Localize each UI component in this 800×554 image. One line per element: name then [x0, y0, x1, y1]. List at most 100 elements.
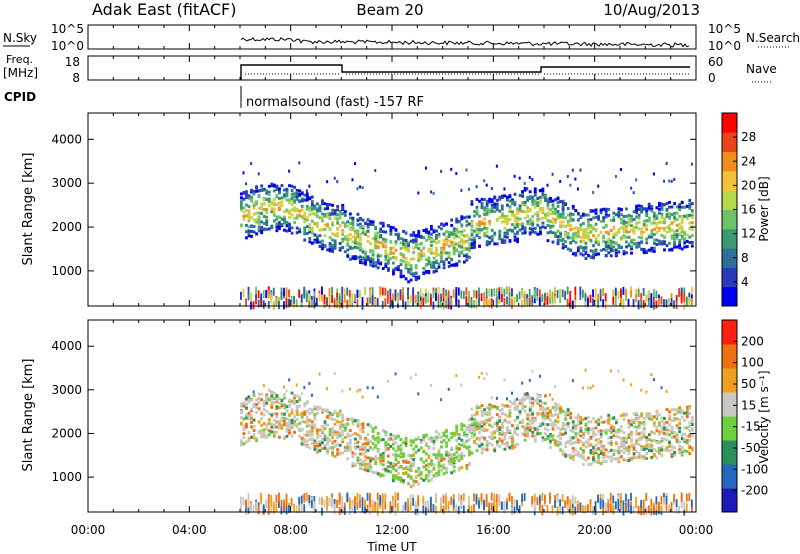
- heatmap-cell: [571, 218, 575, 222]
- heatmap-cell: [457, 468, 461, 472]
- heatmap-cell: [592, 434, 595, 438]
- heatmap-cell: [508, 400, 512, 404]
- heatmap-cell: [430, 238, 433, 242]
- heatmap-cell: [511, 434, 514, 438]
- heatmap-cell: [625, 289, 627, 298]
- heatmap-cell: [604, 293, 607, 302]
- heatmap-cell: [270, 504, 273, 513]
- heatmap-cell: [351, 235, 355, 239]
- heatmap-cell: [331, 435, 334, 439]
- heatmap-cell: [521, 227, 524, 231]
- heatmap-cell: [683, 245, 687, 249]
- heatmap-cell: [455, 429, 459, 433]
- heatmap-cell: [293, 192, 296, 196]
- heatmap-cell: [635, 204, 638, 208]
- heatmap-cell: [587, 219, 590, 223]
- heatmap-cell: [513, 427, 517, 431]
- heatmap-cell: [321, 216, 324, 220]
- heatmap-cell: [343, 225, 347, 229]
- heatmap-cell: [490, 404, 494, 408]
- heatmap-cell: [513, 203, 517, 207]
- heatmap-cell: [495, 424, 499, 428]
- heatmap-cell: [328, 446, 332, 450]
- heatmap-cell: [521, 432, 524, 436]
- heatmap-cell: [361, 225, 365, 229]
- heatmap-cell: [582, 236, 585, 240]
- heatmap-cell: [531, 195, 535, 199]
- heatmap-cell: [675, 245, 679, 249]
- heatmap-cell: [412, 257, 416, 261]
- heatmap-cell: [455, 374, 458, 378]
- heatmap-cell: [432, 239, 436, 243]
- heatmap-cell: [460, 383, 463, 387]
- heatmap-cell: [422, 293, 425, 302]
- heatmap-cell: [255, 189, 258, 193]
- heatmap-cell: [589, 238, 593, 242]
- heatmap-cell: [538, 206, 542, 210]
- heatmap-cell: [288, 289, 290, 298]
- heatmap-cell: [366, 423, 370, 427]
- heatmap-cell: [587, 298, 589, 307]
- heatmap-cell: [627, 448, 631, 452]
- heatmap-cell: [338, 413, 342, 417]
- heatmap-cell: [470, 228, 474, 232]
- heatmap-cell: [690, 228, 694, 232]
- heatmap-cell: [594, 420, 598, 424]
- heatmap-cell: [536, 396, 540, 400]
- heatmap-cell: [290, 296, 293, 305]
- heatmap-cell: [465, 168, 468, 172]
- heatmap-cell: [642, 222, 646, 226]
- heatmap-cell: [252, 190, 256, 194]
- heatmap-cell: [503, 500, 506, 509]
- heatmap-cell: [668, 223, 671, 227]
- heatmap-cell: [630, 433, 633, 437]
- heatmap-cell: [366, 504, 369, 513]
- heatmap-cell: [579, 453, 583, 457]
- heatmap-cell: [663, 228, 666, 232]
- heatmap-cell: [531, 203, 535, 207]
- heatmap-cell: [369, 465, 372, 469]
- heatmap-cell: [635, 455, 638, 459]
- heatmap-cell: [364, 442, 367, 446]
- heatmap-cell: [571, 234, 575, 238]
- heatmap-cell: [541, 411, 545, 415]
- heatmap-cell: [622, 436, 626, 440]
- heatmap-cell: [341, 206, 345, 210]
- heatmap-cell: [336, 221, 340, 225]
- heatmap-cell: [313, 441, 317, 445]
- heatmap-cell: [409, 454, 413, 458]
- heatmap-cell: [490, 203, 494, 207]
- heatmap-cell: [389, 444, 393, 448]
- heatmap-cell: [574, 299, 577, 308]
- heatmap-cell: [310, 229, 314, 233]
- heatmap-cell: [561, 224, 565, 228]
- heatmap-cell: [326, 440, 329, 444]
- heatmap-cell: [414, 450, 418, 454]
- heatmap-cell: [300, 495, 303, 504]
- heatmap-cell: [564, 427, 568, 431]
- nave-tick-bottom: 0: [708, 71, 716, 85]
- heatmap-cell: [592, 256, 595, 260]
- heatmap-cell: [528, 232, 532, 236]
- heatmap-cell: [402, 238, 405, 242]
- heatmap-cell: [346, 287, 349, 296]
- heatmap-cell: [303, 220, 307, 224]
- heatmap-cell: [450, 435, 454, 439]
- heatmap-cell: [366, 218, 370, 222]
- heatmap-cell: [495, 164, 498, 168]
- heatmap-cell: [556, 426, 560, 430]
- heatmap-cell: [316, 405, 319, 409]
- heatmap-cell: [432, 228, 436, 232]
- heatmap-cell: [480, 205, 484, 209]
- heatmap-cell: [247, 286, 250, 295]
- heatmap-cell: [430, 463, 433, 467]
- heatmap-cell: [541, 436, 545, 440]
- heatmap-cell: [564, 231, 568, 235]
- heatmap-cell: [630, 245, 633, 249]
- heatmap-cell: [516, 442, 519, 446]
- heatmap-cell: [531, 215, 535, 219]
- heatmap-cell: [272, 213, 276, 217]
- heatmap-cell: [255, 439, 258, 443]
- heatmap-cell: [652, 211, 656, 215]
- heatmap-cell: [612, 249, 616, 253]
